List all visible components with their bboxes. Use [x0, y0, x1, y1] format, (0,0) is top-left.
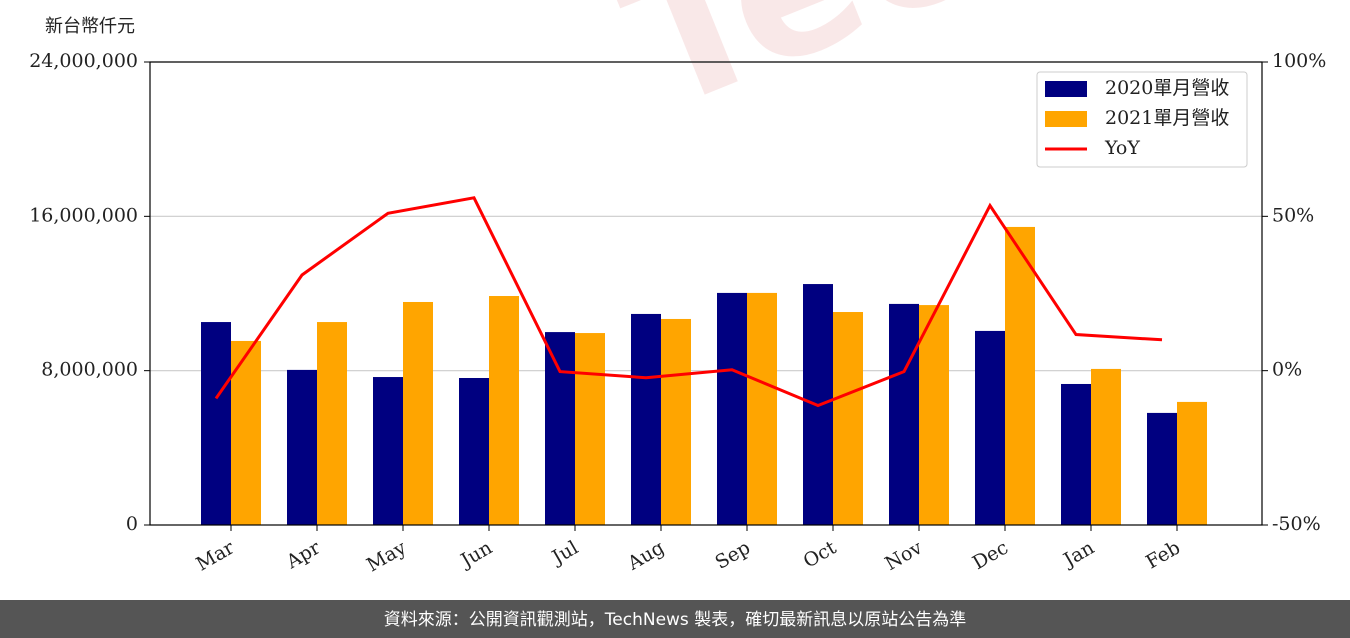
bar — [317, 322, 347, 525]
bar — [373, 377, 403, 525]
legend-label: 2021單月營收 — [1105, 107, 1229, 129]
x-tick-label: Nov — [881, 536, 926, 575]
bar — [975, 330, 1005, 525]
bar — [833, 312, 863, 525]
x-tick-label: Sep — [711, 537, 754, 574]
legend-label: 2020單月營收 — [1105, 77, 1229, 99]
y2-tick-label: 0% — [1272, 359, 1302, 381]
yoy-line — [214, 196, 1163, 408]
bar — [889, 303, 919, 525]
y-tick-label: 16,000,000 — [29, 204, 138, 226]
legend-swatch — [1045, 111, 1087, 127]
bar — [1091, 368, 1121, 525]
legend-box — [1036, 71, 1248, 168]
bar — [575, 333, 605, 525]
bar — [489, 296, 519, 525]
x-tick-label: Jun — [455, 537, 496, 573]
y2-tick-label: 50% — [1272, 204, 1314, 226]
bar — [201, 322, 231, 525]
bar — [287, 369, 317, 525]
bar — [747, 292, 777, 525]
bar — [1061, 383, 1091, 525]
y2-tick-label: -50% — [1272, 513, 1321, 535]
x-tick-label: Jul — [547, 537, 582, 570]
x-tick-label: Feb — [1142, 537, 1184, 574]
x-tick-label: Dec — [969, 537, 1012, 575]
x-tick-label: Jan — [1058, 537, 1098, 573]
bar — [403, 301, 433, 525]
bar — [919, 305, 949, 525]
bar — [717, 292, 747, 525]
bar — [1005, 226, 1035, 525]
bar — [661, 318, 691, 525]
x-tick-label: Apr — [282, 536, 325, 573]
footer-band — [0, 600, 1350, 638]
bar — [1177, 401, 1207, 525]
legend-label: YoY — [1104, 137, 1140, 159]
plot-frame — [149, 61, 1263, 526]
x-tick-label: Aug — [623, 537, 668, 576]
x-tick-label: Oct — [800, 536, 841, 572]
y-tick-label: 8,000,000 — [41, 359, 138, 381]
bar — [1147, 412, 1177, 525]
x-tick-label: May — [363, 536, 410, 576]
y-tick-label: 0 — [126, 513, 138, 535]
legend-swatch — [1045, 81, 1087, 97]
x-tick-label: Mar — [192, 536, 238, 575]
bar — [631, 313, 661, 525]
source-note: 資料來源：公開資訊觀測站，TechNews 製表，確切最新訊息以原站公告為準 — [384, 610, 966, 630]
y-axis-unit: 新台幣仟元 — [45, 16, 135, 37]
bar — [545, 332, 575, 525]
y-tick-label: 24,000,000 — [29, 50, 138, 72]
bar — [459, 377, 489, 525]
y2-tick-label: 100% — [1272, 50, 1326, 72]
